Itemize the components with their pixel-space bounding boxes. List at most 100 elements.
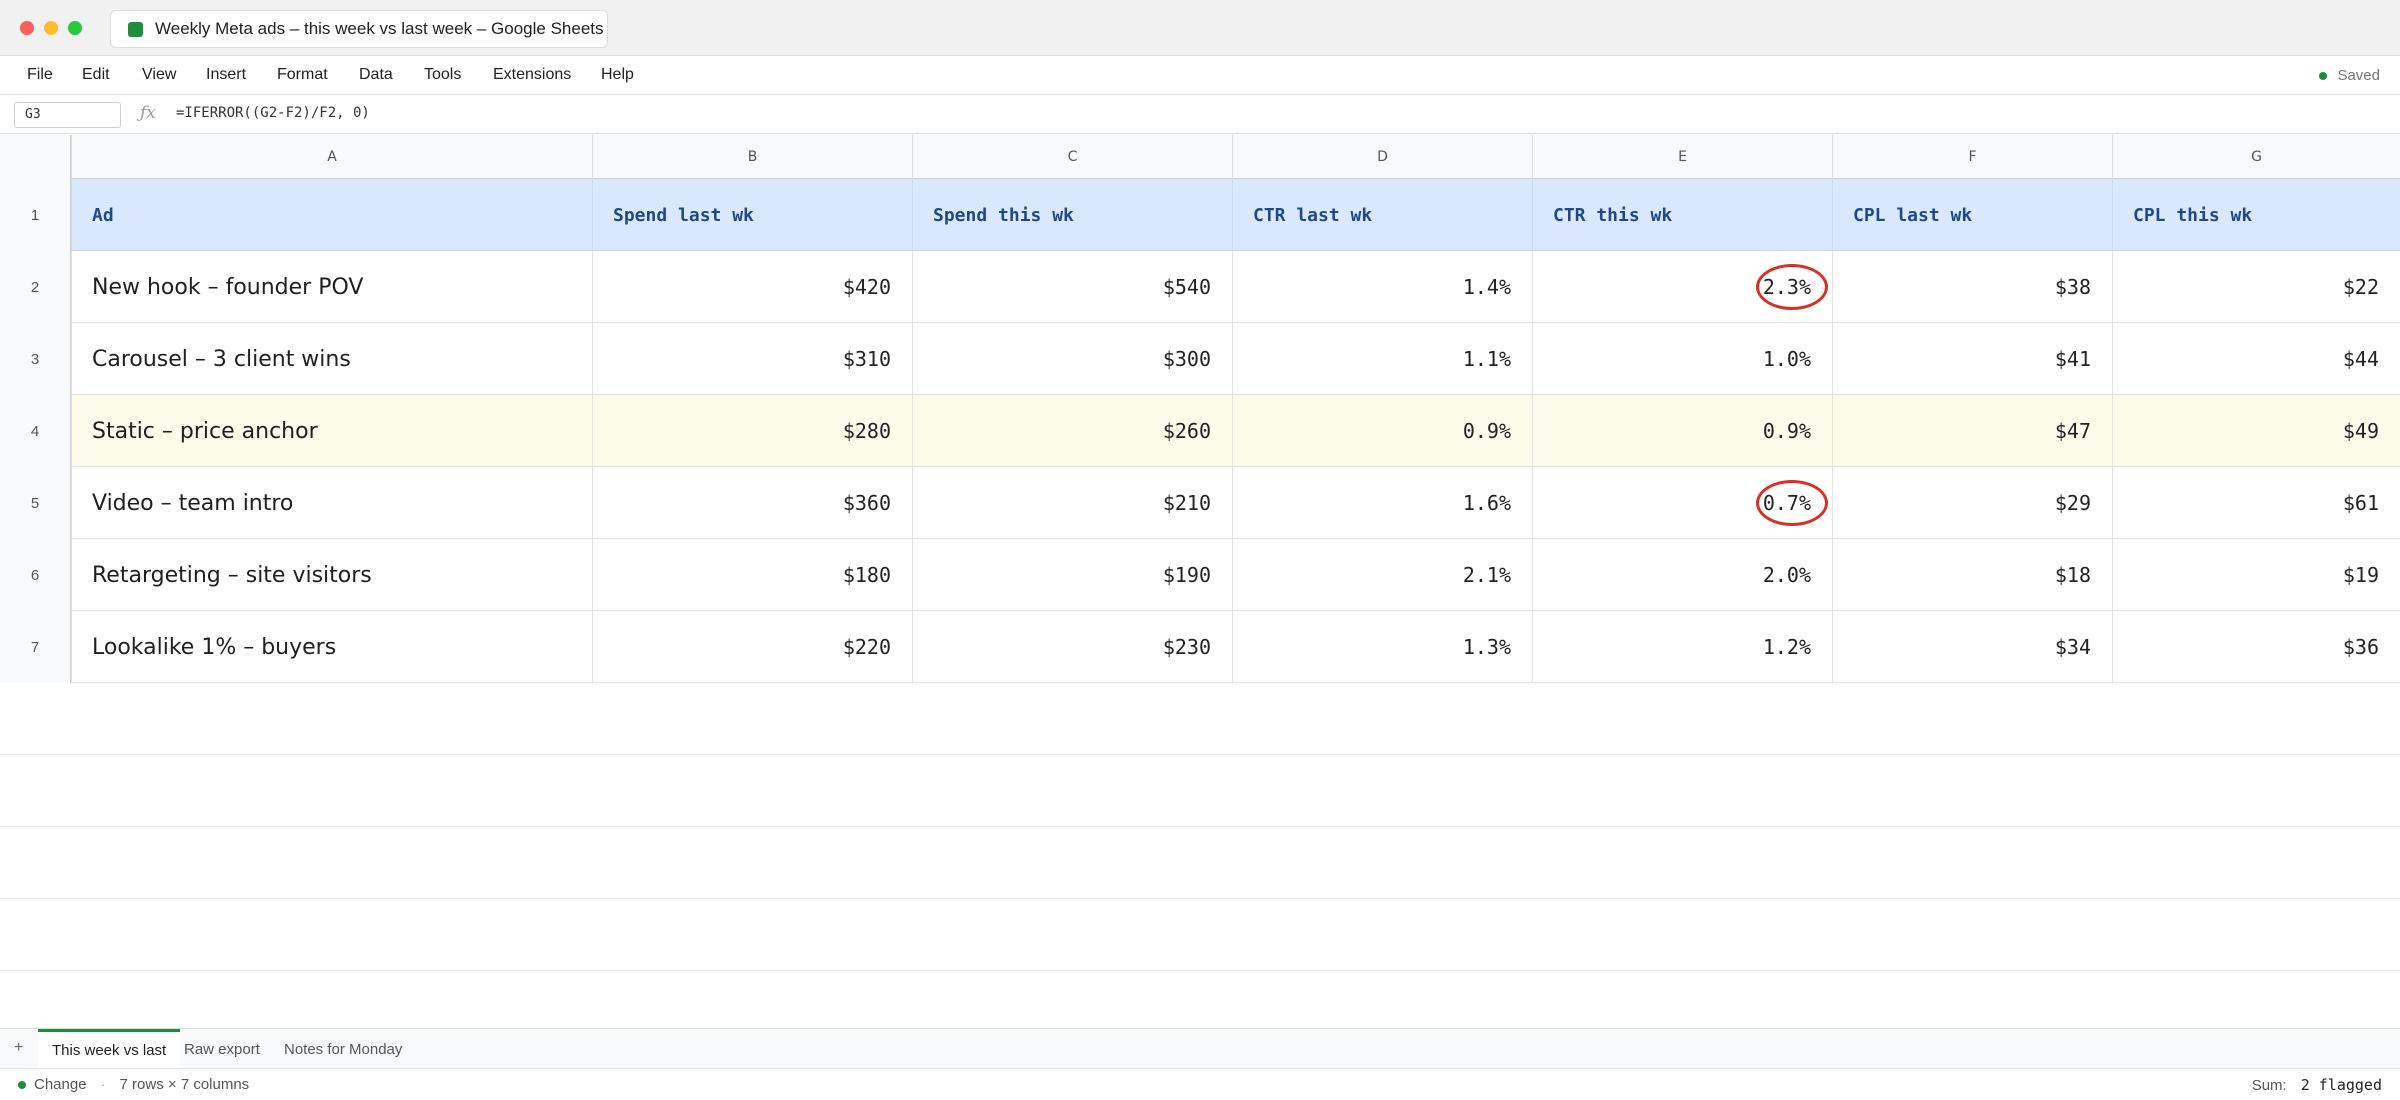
column-header-c[interactable]: C bbox=[912, 135, 1232, 179]
row-number[interactable]: 6 bbox=[0, 539, 71, 611]
maximize-window-button[interactable] bbox=[68, 21, 82, 35]
sheet-tab-this-week[interactable]: This week vs last bbox=[38, 1029, 181, 1069]
saved-label: Saved bbox=[2337, 67, 2380, 84]
cell-ctr-last[interactable]: 1.3% bbox=[1232, 611, 1532, 683]
cell-cpl-this[interactable]: $22 bbox=[2112, 251, 2400, 323]
name-box[interactable]: G3 bbox=[14, 102, 121, 128]
formula-bar: G3 ƒx =IFERROR((G2-F2)/F2, 0) bbox=[0, 96, 2400, 134]
add-sheet-button[interactable]: + bbox=[14, 1039, 24, 1056]
column-header-d[interactable]: D bbox=[1232, 135, 1532, 179]
browser-tab[interactable]: Weekly Meta ads – this week vs last week… bbox=[110, 10, 608, 48]
row-number[interactable]: 2 bbox=[0, 251, 71, 323]
empty-row[interactable] bbox=[0, 683, 2400, 755]
fx-icon: ƒx bbox=[140, 103, 156, 123]
cell-ctr-this[interactable]: 1.2% bbox=[1532, 611, 1832, 683]
menu-extensions[interactable]: Extensions bbox=[493, 66, 572, 83]
cell-ctr-this[interactable]: 2.3% bbox=[1532, 251, 1832, 323]
header-cell-cpl-this[interactable]: CPL this wk bbox=[2112, 179, 2400, 251]
row-number[interactable]: 3 bbox=[0, 323, 71, 395]
menu-file[interactable]: File bbox=[27, 66, 53, 83]
row-number[interactable]: 4 bbox=[0, 395, 71, 467]
header-cell-cpl-last[interactable]: CPL last wk bbox=[1832, 179, 2112, 251]
header-cell-spend-last[interactable]: Spend last wk bbox=[592, 179, 912, 251]
cell-cpl-last[interactable]: $18 bbox=[1832, 539, 2112, 611]
cell-cpl-last[interactable]: $41 bbox=[1832, 323, 2112, 395]
minimize-window-button[interactable] bbox=[44, 21, 58, 35]
saved-status-dot-icon bbox=[2319, 71, 2328, 80]
sheet-tab-notes-monday[interactable]: Notes for Monday bbox=[284, 1040, 403, 1058]
close-window-button[interactable] bbox=[20, 21, 34, 35]
menu-tools[interactable]: Tools bbox=[424, 66, 462, 83]
header-cell-ad[interactable]: Ad bbox=[71, 179, 592, 251]
column-header-b[interactable]: B bbox=[592, 135, 912, 179]
status-right: Sum: 2 flagged bbox=[2252, 1076, 2382, 1094]
cell-ctr-last[interactable]: 1.1% bbox=[1232, 323, 1532, 395]
cell-spend-last[interactable]: $280 bbox=[592, 395, 912, 467]
empty-row[interactable] bbox=[0, 899, 2400, 971]
cell-spend-this[interactable]: $210 bbox=[912, 467, 1232, 539]
row-number[interactable]: 7 bbox=[0, 611, 71, 683]
empty-row[interactable] bbox=[0, 755, 2400, 827]
cell-ad-name[interactable]: Carousel – 3 client wins bbox=[71, 323, 592, 395]
table-header-row: 1 Ad Spend last wk Spend this wk CTR las… bbox=[0, 179, 2400, 251]
cell-cpl-last[interactable]: $47 bbox=[1832, 395, 2112, 467]
cell-cpl-last[interactable]: $38 bbox=[1832, 251, 2112, 323]
header-cell-ctr-last[interactable]: CTR last wk bbox=[1232, 179, 1532, 251]
row-number[interactable]: 5 bbox=[0, 467, 71, 539]
cell-cpl-this[interactable]: $61 bbox=[2112, 467, 2400, 539]
cell-ctr-this[interactable]: 2.0% bbox=[1532, 539, 1832, 611]
cell-ctr-last[interactable]: 1.6% bbox=[1232, 467, 1532, 539]
cell-spend-this[interactable]: $190 bbox=[912, 539, 1232, 611]
cell-ad-name[interactable]: Retargeting – site visitors bbox=[71, 539, 592, 611]
column-header-g[interactable]: G bbox=[2112, 135, 2400, 179]
cell-value: 0.7% bbox=[1762, 491, 1811, 515]
table-row: 6 Retargeting – site visitors $180 $190 … bbox=[0, 539, 2400, 611]
tab-title: Weekly Meta ads – this week vs last week… bbox=[155, 19, 604, 38]
cell-spend-last[interactable]: $360 bbox=[592, 467, 912, 539]
row-number[interactable]: 1 bbox=[0, 179, 71, 251]
cell-spend-this[interactable]: $260 bbox=[912, 395, 1232, 467]
cell-spend-last[interactable]: $310 bbox=[592, 323, 912, 395]
cell-spend-this[interactable]: $300 bbox=[912, 323, 1232, 395]
sheet-tab-raw-export[interactable]: Raw export bbox=[184, 1040, 260, 1058]
menu-help[interactable]: Help bbox=[601, 66, 634, 83]
menu-insert[interactable]: Insert bbox=[206, 66, 247, 83]
column-header-a[interactable]: A bbox=[71, 135, 592, 179]
header-cell-ctr-this[interactable]: CTR this wk bbox=[1532, 179, 1832, 251]
cell-spend-last[interactable]: $220 bbox=[592, 611, 912, 683]
cell-cpl-last[interactable]: $34 bbox=[1832, 611, 2112, 683]
cell-ctr-last[interactable]: 1.4% bbox=[1232, 251, 1532, 323]
cell-ctr-this[interactable]: 1.0% bbox=[1532, 323, 1832, 395]
sum-value[interactable]: 2 flagged bbox=[2300, 1076, 2382, 1094]
cell-ctr-this[interactable]: 0.9% bbox=[1532, 395, 1832, 467]
menu-view[interactable]: View bbox=[142, 66, 177, 83]
empty-row[interactable] bbox=[0, 827, 2400, 899]
cell-ad-name[interactable]: Video – team intro bbox=[71, 467, 592, 539]
cell-cpl-this[interactable]: $49 bbox=[2112, 395, 2400, 467]
cell-spend-this[interactable]: $540 bbox=[912, 251, 1232, 323]
header-cell-spend-this[interactable]: Spend this wk bbox=[912, 179, 1232, 251]
cell-spend-this[interactable]: $230 bbox=[912, 611, 1232, 683]
change-label[interactable]: Change bbox=[34, 1076, 87, 1093]
sheets-icon bbox=[128, 21, 143, 37]
cell-ad-name[interactable]: Lookalike 1% – buyers bbox=[71, 611, 592, 683]
column-header-f[interactable]: F bbox=[1832, 135, 2112, 179]
cell-cpl-last[interactable]: $29 bbox=[1832, 467, 2112, 539]
cell-ad-name[interactable]: New hook – founder POV bbox=[71, 251, 592, 323]
cell-cpl-this[interactable]: $19 bbox=[2112, 539, 2400, 611]
select-all-corner[interactable] bbox=[0, 135, 71, 179]
cell-cpl-this[interactable]: $44 bbox=[2112, 323, 2400, 395]
cell-ctr-last[interactable]: 2.1% bbox=[1232, 539, 1532, 611]
menu-data[interactable]: Data bbox=[359, 66, 393, 83]
cell-spend-last[interactable]: $420 bbox=[592, 251, 912, 323]
cell-ad-name[interactable]: Static – price anchor bbox=[71, 395, 592, 467]
cell-ctr-last[interactable]: 0.9% bbox=[1232, 395, 1532, 467]
cell-ctr-this[interactable]: 0.7% bbox=[1532, 467, 1832, 539]
formula-input[interactable]: =IFERROR((G2-F2)/F2, 0) bbox=[176, 105, 370, 121]
menu-edit[interactable]: Edit bbox=[82, 66, 110, 83]
column-header-e[interactable]: E bbox=[1532, 135, 1832, 179]
cell-spend-last[interactable]: $180 bbox=[592, 539, 912, 611]
menu-format[interactable]: Format bbox=[277, 66, 328, 83]
table-row: 2 New hook – founder POV $420 $540 1.4% … bbox=[0, 251, 2400, 323]
cell-cpl-this[interactable]: $36 bbox=[2112, 611, 2400, 683]
